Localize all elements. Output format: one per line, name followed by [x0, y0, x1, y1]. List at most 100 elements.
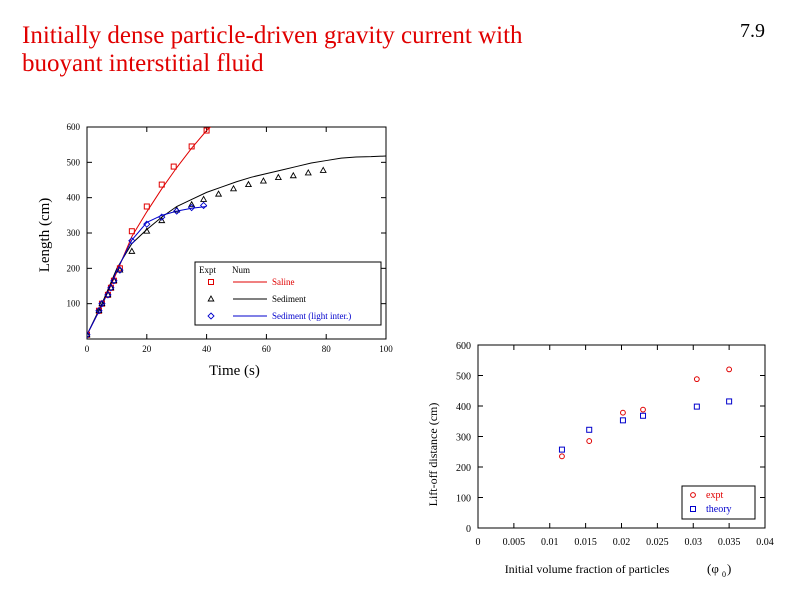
- chart2-x-tick-label: 0.035: [718, 537, 741, 548]
- chart1-data-point-0: [188, 143, 195, 150]
- chart1-data-point-1: [289, 171, 297, 179]
- chart2-data-point-0: [586, 438, 593, 444]
- chart2-data-point-0: [726, 366, 733, 373]
- chart1-y-tick-label: 300: [67, 228, 81, 238]
- chart1-data-point-1: [188, 200, 196, 208]
- chart1-data-point-0: [116, 265, 123, 272]
- chart1-data-point-1: [158, 216, 166, 224]
- chart2-x-tick-label: 0.025: [646, 537, 669, 548]
- chart1-data-point-2: [199, 201, 208, 210]
- chart2-y-tick-label: 400: [456, 402, 471, 413]
- chart1-y-tick-label: 200: [67, 263, 81, 273]
- chart2-x-tick-label: 0.015: [574, 537, 597, 548]
- chart1-data-point-0: [170, 163, 177, 170]
- slide-title-line-2: buoyant interstitial fluid: [22, 50, 264, 77]
- chart1-legend-header-expt: Expt: [199, 265, 216, 275]
- chart1-data-point-1: [319, 166, 327, 173]
- chart2-y-tick-label: 200: [456, 463, 471, 474]
- chart1-y-axis-label: Length (cm): [37, 198, 53, 273]
- chart1-y-tick-label: 500: [67, 157, 81, 167]
- chart1-data-point-1: [110, 276, 118, 284]
- chart1-x-tick-label: 0: [85, 344, 90, 354]
- chart1-x-tick-label: 20: [142, 344, 152, 354]
- chart1-data-point-0: [143, 203, 150, 210]
- chart1-data-point-1: [229, 184, 238, 192]
- chart1-series-line-1: [87, 155, 386, 335]
- chart1-data-point-1: [98, 299, 106, 307]
- chart2-y-tick-label: 100: [456, 494, 471, 505]
- chart1-data-point-2: [158, 213, 166, 221]
- chart1-data-point-1: [259, 177, 267, 184]
- chart1-data-point-2: [173, 207, 181, 215]
- chart2-data-point-1: [640, 412, 647, 419]
- chart1-data-point-2: [110, 277, 118, 285]
- chart1-data-point-1: [128, 247, 136, 254]
- chart2-legend-label-0: expt: [706, 490, 723, 501]
- chart1-legend-label-1: Sediment: [272, 294, 306, 304]
- chart1-data-point-1: [214, 190, 223, 197]
- chart1-data-point-1: [304, 169, 312, 176]
- chart1-legend-label-0: Saline: [272, 277, 295, 287]
- chart2-y-tick-label: 500: [456, 372, 471, 383]
- chart2-x-axis-subscript: 0: [722, 570, 726, 579]
- chart1-x-axis-label: Time (s): [209, 363, 260, 379]
- slide-title-line-1: Initially dense particle-driven gravity …: [22, 22, 523, 49]
- chart1-x-tick-label: 40: [202, 344, 212, 354]
- chart1-data-point-1: [87, 330, 91, 338]
- chart1-x-tick-label: 100: [379, 344, 393, 354]
- chart1-plot-area: [87, 127, 386, 339]
- chart2-data-point-1: [693, 403, 700, 410]
- chart2-data-point-0: [559, 453, 565, 460]
- chart1-data-point-1: [143, 227, 151, 234]
- chart1-data-point-2: [128, 237, 136, 245]
- chart1-data-point-2: [98, 300, 106, 308]
- chart1-data-point-2: [104, 291, 112, 299]
- chart2-legend-box: [681, 485, 756, 520]
- chart2-x-tick-label: 0: [476, 537, 481, 548]
- chart1-y-tick-label: 100: [67, 299, 81, 309]
- chart2-x-tick-label: 0.02: [613, 537, 631, 548]
- chart1-data-point-2: [143, 220, 151, 228]
- chart1-data-point-2: [107, 284, 115, 292]
- chart2-x-axis-label: Initial volume fraction of particles: [505, 562, 670, 576]
- chart1-data-point-2: [87, 331, 91, 339]
- chart2-data-point-0: [620, 409, 626, 416]
- chart1-legend-marker-2: [207, 312, 215, 320]
- chart1-legend-marker-1: [207, 295, 215, 302]
- chart1-data-point-1: [107, 283, 115, 291]
- chart1-y-tick-label: 400: [67, 193, 81, 203]
- chart1-y-tick-label: 600: [67, 122, 81, 132]
- chart1-data-point-1: [274, 173, 282, 180]
- chart1-legend-label-2: Sediment (light inter.): [272, 311, 351, 321]
- chart1-data-point-2: [116, 266, 124, 274]
- chart1-data-point-1: [200, 195, 208, 202]
- chart2-data-point-1: [619, 417, 626, 424]
- slide-title: Initially dense particle-driven gravity …: [22, 22, 622, 78]
- chart2-data-point-0: [640, 406, 646, 413]
- chart2-x-axis-symbol-close: ): [727, 561, 731, 576]
- chart1-data-point-0: [158, 181, 165, 188]
- chart1-data-point-2: [188, 203, 196, 212]
- chart1-data-point-1: [116, 266, 124, 273]
- chart1-x-tick-label: 80: [322, 344, 332, 354]
- chart1-legend-header-num: Num: [232, 265, 250, 275]
- chart1-data-point-0: [128, 228, 135, 235]
- chart1-data-point-1: [244, 180, 253, 188]
- chart2-x-axis-symbol: (φ: [707, 561, 719, 576]
- chart2-data-point-1: [586, 426, 593, 433]
- chart2-legend-marker-0: [690, 492, 696, 498]
- chart2-data-point-1: [726, 398, 733, 405]
- chart2-y-tick-label: 600: [456, 341, 471, 352]
- chart2-y-tick-label: 300: [456, 433, 471, 444]
- chart2-x-tick-label: 0.005: [503, 537, 526, 548]
- chart2-x-tick-label: 0.01: [541, 537, 559, 548]
- chart2-legend-label-1: theory: [706, 504, 732, 515]
- chart2-y-axis-label: Lift-off distance (cm): [426, 403, 440, 507]
- chart1-data-point-1: [95, 306, 103, 314]
- chart1-legend-marker-0: [208, 279, 214, 285]
- chart2-y-tick-label: 0: [466, 524, 471, 535]
- chart1-data-point-2: [95, 307, 103, 315]
- page-number: 7.9: [740, 20, 765, 42]
